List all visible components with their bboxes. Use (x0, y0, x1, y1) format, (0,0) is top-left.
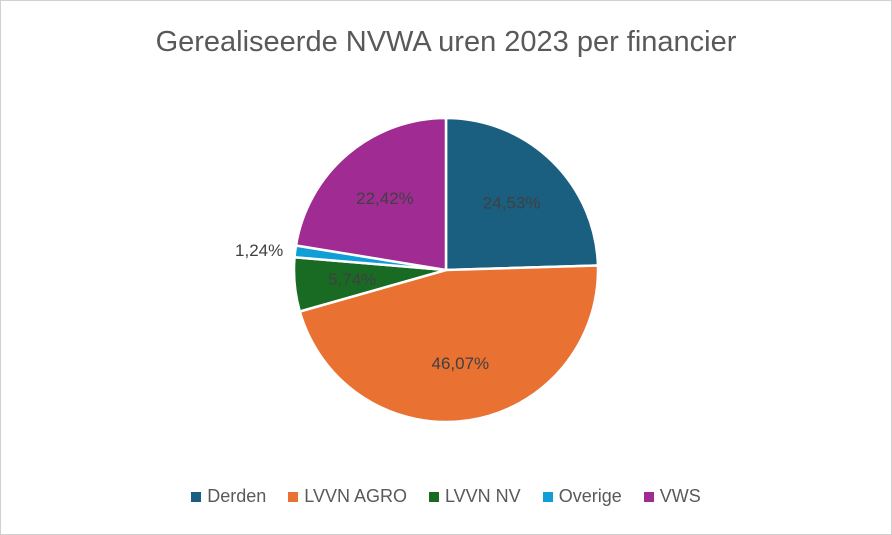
pie-slice-vws (294, 116, 448, 272)
chart-title: Gerealiseerde NVWA uren 2023 per financi… (155, 26, 737, 58)
data-label-lvvn-nv: 5,74% (328, 270, 376, 289)
legend-swatch (542, 491, 553, 502)
legend-label: Overige (558, 486, 622, 506)
legend-label: Derden (207, 486, 267, 506)
legend-swatch (288, 491, 299, 502)
data-label-overige: 1,24% (235, 241, 283, 260)
data-label-lvvn-agro: 46,07% (432, 354, 490, 373)
legend-item-vws: VWS (643, 486, 701, 507)
legend-item-lvvn-agro: LVVN AGRO (288, 486, 407, 507)
data-label-derden: 24,53% (483, 193, 541, 212)
legend: Derden LVVN AGRO LVVN NV Overige VWS (0, 486, 892, 507)
data-label-vws: 22,42% (356, 189, 414, 208)
pie-slice-lvvn-agro (298, 264, 600, 424)
legend-swatch (191, 491, 202, 502)
legend-label: LVVN NV (445, 486, 521, 506)
legend-swatch (429, 491, 439, 502)
legend-swatch (643, 491, 654, 502)
legend-label: VWS (659, 486, 701, 506)
legend-item-derden: Derden (191, 486, 266, 507)
legend-label: LVVN AGRO (304, 486, 407, 506)
legend-item-lvvn-nv: LVVN NV (429, 486, 521, 507)
pie-slice-derden (444, 116, 600, 272)
legend-item-overige: Overige (542, 486, 622, 507)
